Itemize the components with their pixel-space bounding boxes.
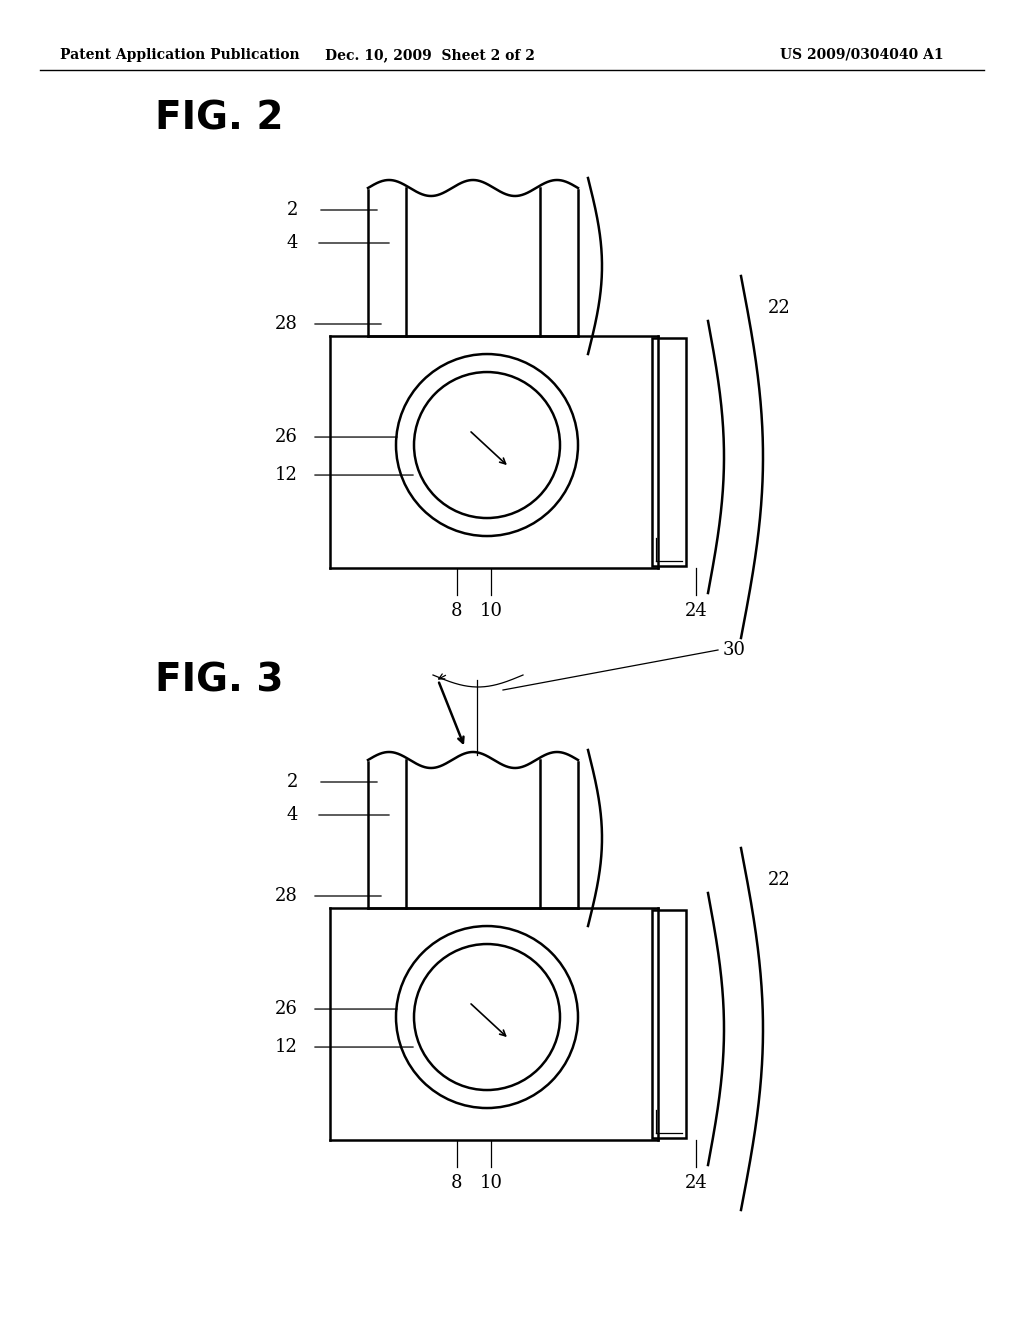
Polygon shape <box>368 760 406 908</box>
Text: FIG. 3: FIG. 3 <box>155 661 284 700</box>
Polygon shape <box>406 187 540 337</box>
Text: 26: 26 <box>275 428 298 446</box>
Text: Patent Application Publication: Patent Application Publication <box>60 48 300 62</box>
Text: 22: 22 <box>768 871 791 888</box>
Circle shape <box>396 927 578 1107</box>
Text: FIG. 2: FIG. 2 <box>155 99 284 137</box>
Polygon shape <box>708 276 763 638</box>
Circle shape <box>396 354 578 536</box>
Polygon shape <box>330 337 658 568</box>
Circle shape <box>414 372 560 517</box>
Circle shape <box>396 354 578 536</box>
Polygon shape <box>368 187 406 337</box>
Circle shape <box>392 923 582 1111</box>
Polygon shape <box>540 760 578 908</box>
Polygon shape <box>330 908 658 1140</box>
Text: 8: 8 <box>452 1173 463 1192</box>
Circle shape <box>414 944 560 1090</box>
Polygon shape <box>368 187 406 337</box>
Polygon shape <box>406 187 540 337</box>
Text: 10: 10 <box>479 1173 503 1192</box>
Polygon shape <box>368 760 406 908</box>
Polygon shape <box>652 338 686 566</box>
Polygon shape <box>540 187 578 337</box>
Circle shape <box>392 350 582 540</box>
Text: 8: 8 <box>452 602 463 620</box>
Text: 12: 12 <box>275 466 298 484</box>
Polygon shape <box>406 760 540 908</box>
Text: 28: 28 <box>275 887 298 906</box>
Polygon shape <box>330 337 658 568</box>
Text: 24: 24 <box>685 1173 708 1192</box>
Circle shape <box>396 927 578 1107</box>
Polygon shape <box>406 760 540 908</box>
Text: 10: 10 <box>479 602 503 620</box>
Text: 4: 4 <box>287 807 298 824</box>
Polygon shape <box>540 187 578 337</box>
Text: 2: 2 <box>287 201 298 219</box>
Text: 2: 2 <box>287 774 298 791</box>
Text: 26: 26 <box>275 1001 298 1018</box>
Text: US 2009/0304040 A1: US 2009/0304040 A1 <box>780 48 944 62</box>
Text: Dec. 10, 2009  Sheet 2 of 2: Dec. 10, 2009 Sheet 2 of 2 <box>325 48 535 62</box>
Text: 4: 4 <box>287 234 298 252</box>
Polygon shape <box>708 847 763 1210</box>
Text: 24: 24 <box>685 602 708 620</box>
Text: 12: 12 <box>275 1038 298 1056</box>
Polygon shape <box>330 908 658 1140</box>
Text: 28: 28 <box>275 315 298 333</box>
Polygon shape <box>540 760 578 908</box>
Text: 30: 30 <box>723 642 746 659</box>
Polygon shape <box>652 909 686 1138</box>
Text: 22: 22 <box>768 300 791 317</box>
